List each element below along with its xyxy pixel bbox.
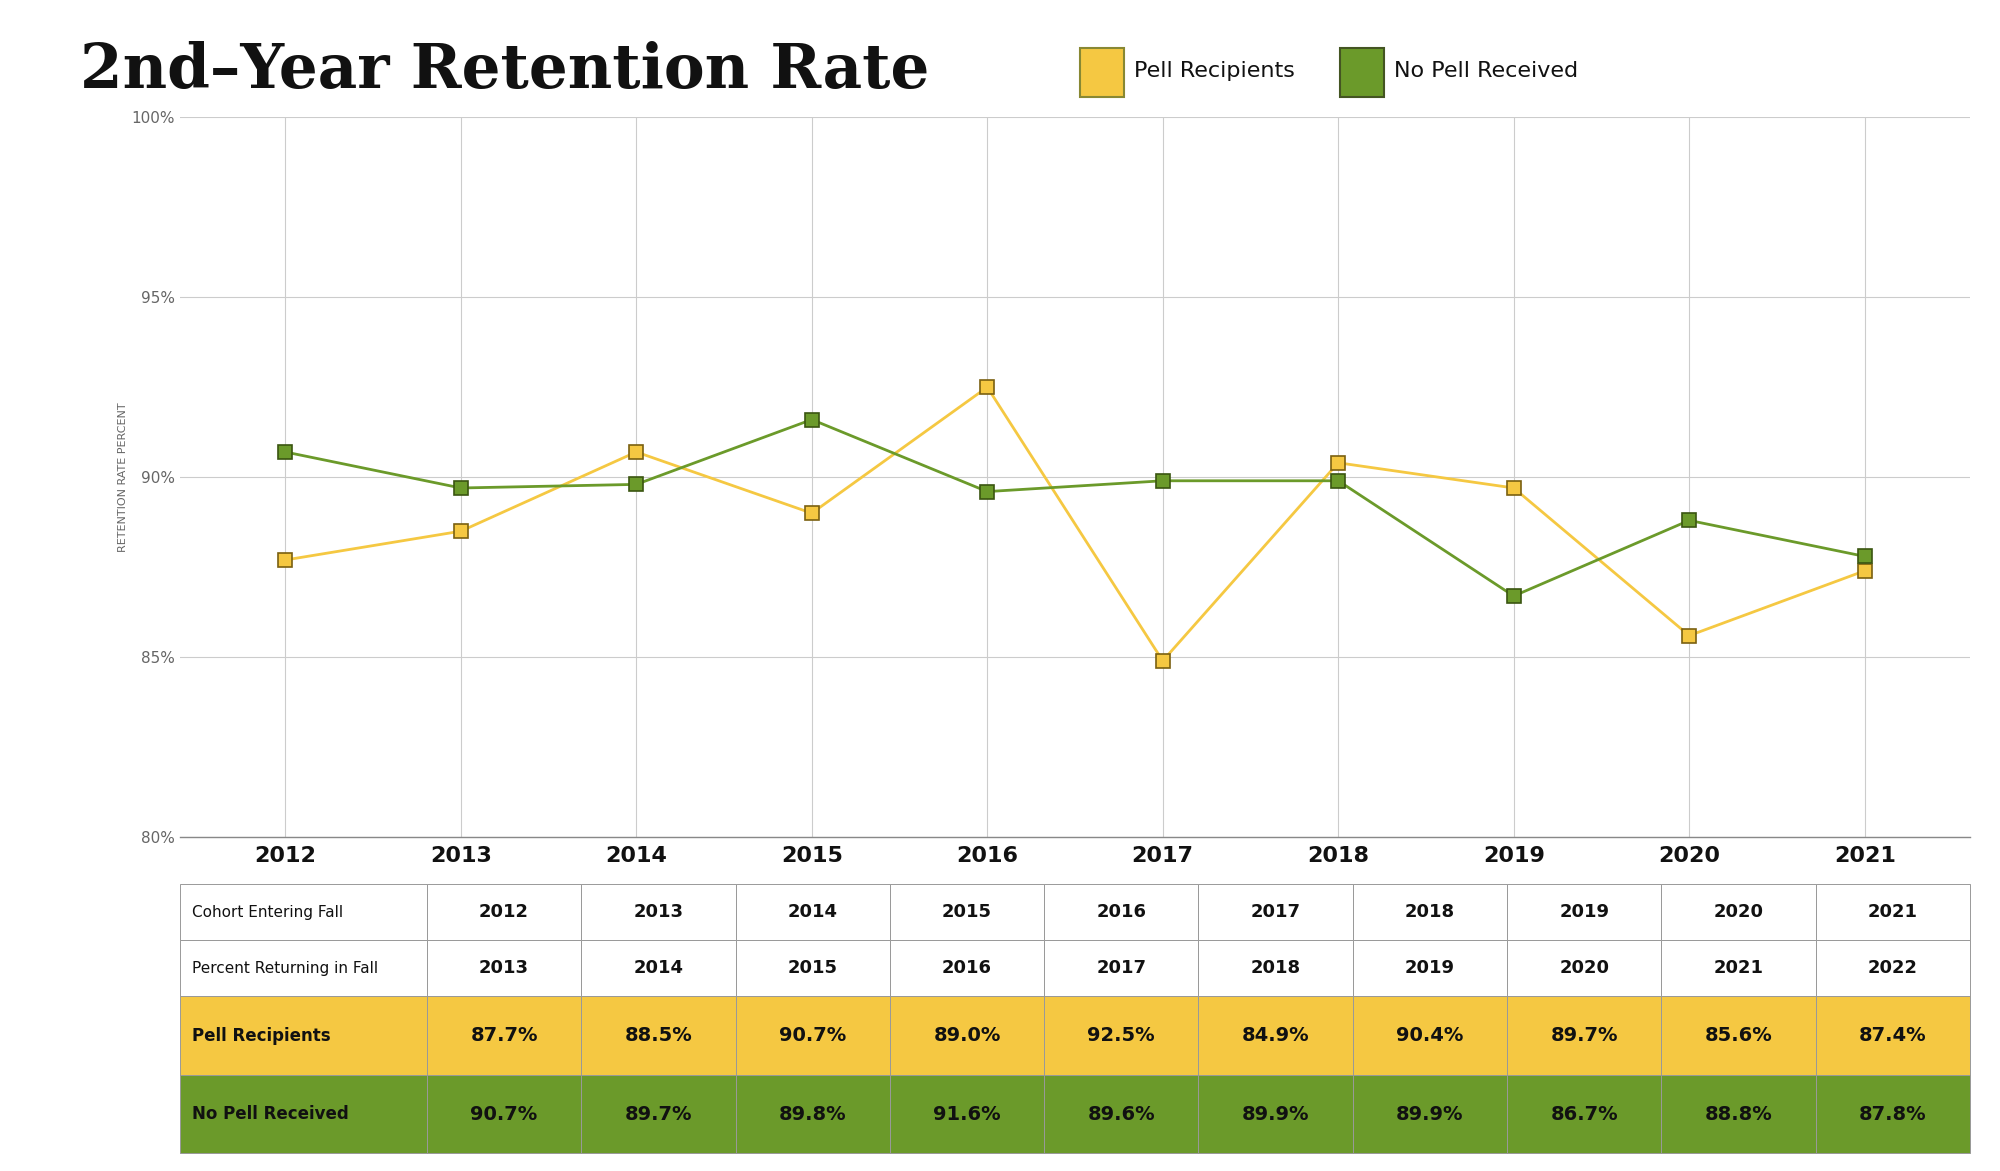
Text: 2021: 2021 [1714, 959, 1764, 978]
Text: 89.9%: 89.9% [1242, 1104, 1310, 1124]
Text: No Pell Received: No Pell Received [1394, 61, 1578, 82]
Text: 90.7%: 90.7% [780, 1026, 846, 1045]
Text: 2013: 2013 [480, 959, 530, 978]
Text: 2020: 2020 [1714, 903, 1764, 922]
Text: 2019: 2019 [1404, 959, 1454, 978]
Text: 87.4%: 87.4% [1860, 1026, 1926, 1045]
Text: 2014: 2014 [634, 959, 684, 978]
Text: 2016: 2016 [942, 959, 992, 978]
Text: 2022: 2022 [1868, 959, 1918, 978]
Text: 2012: 2012 [480, 903, 530, 922]
Text: No Pell Received: No Pell Received [192, 1105, 348, 1123]
Text: Percent Returning in Fall: Percent Returning in Fall [192, 960, 378, 975]
Text: 2018: 2018 [1404, 903, 1454, 922]
Text: 2020: 2020 [1560, 959, 1610, 978]
Text: 2018: 2018 [1250, 959, 1300, 978]
Text: 89.7%: 89.7% [624, 1104, 692, 1124]
Text: 89.8%: 89.8% [778, 1104, 846, 1124]
Text: 2013: 2013 [634, 903, 684, 922]
Text: 2015: 2015 [788, 959, 838, 978]
Text: 2015: 2015 [942, 903, 992, 922]
Text: 89.7%: 89.7% [1550, 1026, 1618, 1045]
Text: Pell Recipients: Pell Recipients [192, 1027, 330, 1045]
Text: 89.0%: 89.0% [934, 1026, 1000, 1045]
Text: 88.5%: 88.5% [624, 1026, 692, 1045]
Text: 90.7%: 90.7% [470, 1104, 538, 1124]
Text: 91.6%: 91.6% [934, 1104, 1000, 1124]
Y-axis label: RETENTION RATE PERCENT: RETENTION RATE PERCENT [118, 403, 128, 552]
Text: 84.9%: 84.9% [1242, 1026, 1310, 1045]
Text: 2019: 2019 [1560, 903, 1610, 922]
Text: 89.6%: 89.6% [1088, 1104, 1156, 1124]
Text: Pell Recipients: Pell Recipients [1134, 61, 1294, 82]
Text: COHORT
ENTRY YEAR: COHORT ENTRY YEAR [180, 891, 244, 913]
Text: 88.8%: 88.8% [1704, 1104, 1772, 1124]
Text: 90.4%: 90.4% [1396, 1026, 1464, 1045]
Text: 92.5%: 92.5% [1088, 1026, 1156, 1045]
Text: 86.7%: 86.7% [1550, 1104, 1618, 1124]
Text: 87.8%: 87.8% [1860, 1104, 1926, 1124]
Text: 2nd–Year Retention Rate: 2nd–Year Retention Rate [80, 41, 930, 101]
Text: Cohort Entering Fall: Cohort Entering Fall [192, 905, 344, 919]
Text: 2016: 2016 [1096, 903, 1146, 922]
Text: 2017: 2017 [1096, 959, 1146, 978]
Text: 85.6%: 85.6% [1704, 1026, 1772, 1045]
Text: 2017: 2017 [1250, 903, 1300, 922]
Text: 87.7%: 87.7% [470, 1026, 538, 1045]
Text: 2021: 2021 [1868, 903, 1918, 922]
Text: 2014: 2014 [788, 903, 838, 922]
Text: 89.9%: 89.9% [1396, 1104, 1464, 1124]
